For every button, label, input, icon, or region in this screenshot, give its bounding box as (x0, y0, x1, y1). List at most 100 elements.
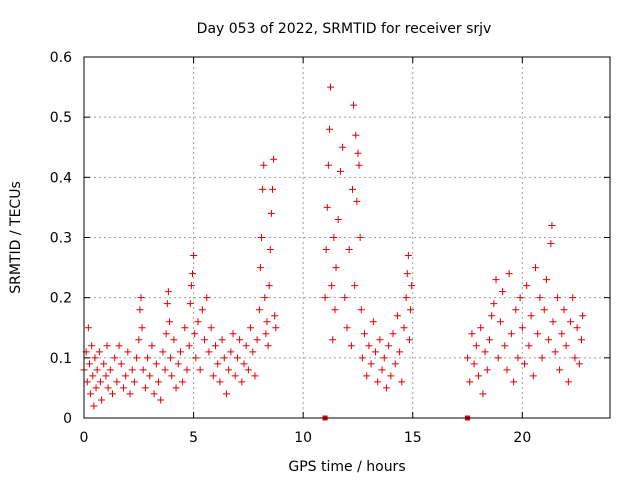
data-point (331, 306, 339, 314)
data-point (536, 294, 544, 302)
data-point (323, 203, 331, 211)
data-point (165, 318, 173, 326)
data-point (91, 354, 99, 362)
data-point (356, 234, 364, 241)
data-point (505, 270, 513, 278)
data-point (115, 342, 123, 350)
data-point (542, 276, 550, 284)
data-point (218, 336, 226, 344)
data-point (472, 342, 480, 350)
data-point (264, 342, 272, 350)
data-point (496, 318, 504, 326)
data-point (325, 125, 333, 133)
data-point (378, 366, 386, 374)
data-point (203, 294, 211, 302)
data-point (111, 354, 119, 362)
data-point (479, 390, 487, 398)
data-point (398, 378, 406, 386)
data-point (545, 336, 553, 344)
data-point (93, 366, 101, 374)
data-point (483, 366, 491, 374)
data-point (549, 318, 557, 326)
data-point (214, 360, 222, 368)
y-tick-label: 0.3 (50, 231, 72, 247)
data-point (322, 246, 330, 254)
data-point (96, 378, 104, 386)
data-point (95, 348, 103, 356)
data-point (179, 378, 187, 386)
y-tick-label: 0.5 (50, 110, 72, 126)
data-point (207, 324, 215, 332)
data-point (351, 282, 359, 290)
x-tick-label: 15 (404, 430, 422, 446)
y-tick-label: 0 (63, 411, 72, 427)
data-point (562, 342, 570, 350)
data-point (190, 252, 198, 260)
data-point (490, 300, 498, 308)
data-point (492, 276, 500, 284)
data-point (348, 185, 356, 193)
data-point (400, 324, 408, 332)
data-point (475, 372, 482, 380)
data-point (367, 360, 375, 368)
data-point (393, 312, 401, 320)
data-point (108, 390, 116, 398)
data-point (253, 336, 261, 344)
data-points (80, 83, 587, 410)
data-point (352, 131, 360, 139)
data-point (558, 330, 566, 338)
data-point (198, 306, 206, 314)
data-point (328, 282, 336, 290)
data-point (251, 372, 259, 380)
data-point (263, 318, 271, 326)
data-point (83, 378, 91, 386)
data-point (104, 384, 112, 392)
data-point (155, 378, 163, 386)
data-point (470, 360, 478, 368)
data-point (494, 354, 502, 362)
data-point (238, 378, 246, 386)
data-point (122, 372, 130, 380)
x-tick-label: 10 (294, 430, 312, 446)
data-point (133, 354, 141, 362)
data-point (531, 264, 539, 272)
data-point (354, 149, 362, 157)
data-point (575, 360, 583, 368)
data-point (324, 161, 332, 169)
data-point (87, 390, 95, 398)
data-point (272, 324, 280, 332)
data-point (334, 215, 342, 223)
data-point (141, 384, 149, 392)
data-point (512, 306, 520, 314)
data-point (138, 324, 146, 332)
data-point (188, 270, 196, 278)
data-point (229, 330, 237, 338)
x-tick-label: 20 (513, 430, 531, 446)
data-point (136, 306, 144, 314)
data-point (507, 330, 515, 338)
data-point (98, 396, 106, 404)
data-point (330, 234, 338, 241)
data-point (389, 330, 397, 338)
data-point (144, 354, 152, 362)
data-point (271, 312, 279, 320)
data-point (135, 336, 143, 344)
data-point (578, 336, 586, 344)
data-point (564, 378, 572, 386)
data-point (353, 197, 361, 205)
data-point (191, 330, 199, 338)
data-point (146, 372, 154, 380)
data-point (168, 372, 176, 380)
data-point (382, 384, 390, 392)
data-point (205, 348, 213, 356)
data-point (573, 324, 581, 332)
data-point (126, 390, 134, 398)
data-point (485, 336, 493, 344)
data-point (343, 324, 351, 332)
plot-frame (83, 56, 611, 419)
data-point (374, 378, 382, 386)
data-point (176, 348, 184, 356)
data-point (183, 366, 191, 374)
data-point (152, 360, 160, 368)
data-point (196, 366, 204, 374)
